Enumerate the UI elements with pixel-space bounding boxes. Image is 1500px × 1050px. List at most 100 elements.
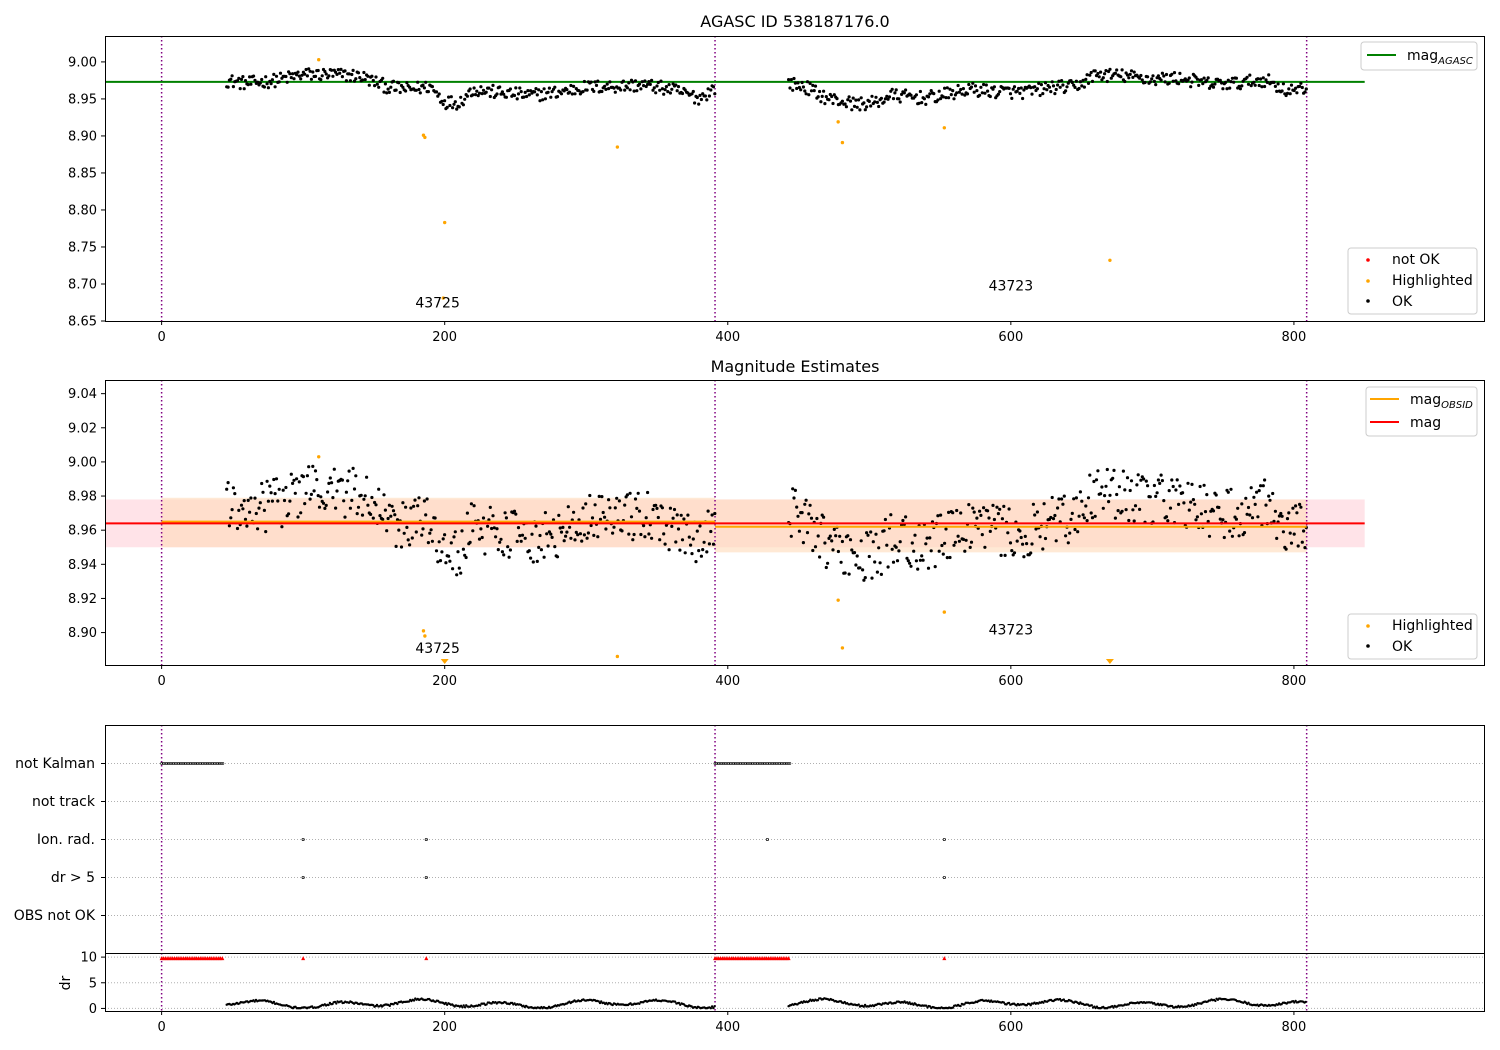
dr-point bbox=[1062, 998, 1066, 1001]
middle-panel-title: Magnitude Estimates bbox=[711, 357, 880, 376]
ok-point bbox=[1234, 76, 1238, 80]
ok-point bbox=[1218, 517, 1222, 521]
ok-point bbox=[1182, 501, 1186, 505]
ok-point bbox=[514, 512, 518, 516]
ok-point bbox=[983, 91, 987, 95]
flag-point bbox=[751, 762, 754, 765]
ok-point bbox=[1066, 541, 1070, 545]
ok-point bbox=[502, 92, 506, 96]
ok-point bbox=[655, 84, 659, 88]
ok-point bbox=[1074, 79, 1078, 83]
ok-point bbox=[1058, 85, 1062, 89]
x-tick-label: 800 bbox=[1282, 674, 1307, 689]
ok-point bbox=[1021, 96, 1025, 101]
flag-point bbox=[204, 762, 208, 765]
legend-dot-ok bbox=[1366, 644, 1370, 648]
ok-point bbox=[951, 511, 955, 515]
ok-point bbox=[1089, 511, 1093, 515]
ok-point bbox=[237, 508, 241, 512]
ok-point bbox=[488, 94, 492, 99]
ok-point bbox=[869, 530, 873, 534]
ok-point bbox=[600, 89, 604, 94]
ok-point bbox=[1138, 507, 1142, 511]
ok-point bbox=[231, 486, 235, 490]
ok-point bbox=[1172, 71, 1177, 75]
ok-point bbox=[1015, 539, 1019, 543]
ok-point bbox=[1065, 85, 1069, 89]
ok-point bbox=[824, 95, 828, 99]
ok-point bbox=[713, 511, 717, 516]
ok-point bbox=[953, 540, 958, 544]
dr-point bbox=[1293, 1001, 1296, 1004]
legend-label-highlighted: Highlighted bbox=[1392, 618, 1473, 634]
ok-point bbox=[909, 564, 913, 568]
dr-clipped-marker bbox=[301, 956, 306, 961]
flags-plot-area bbox=[105, 725, 1485, 1011]
ok-point bbox=[894, 88, 898, 92]
ok-point bbox=[813, 84, 818, 88]
ok-point bbox=[586, 531, 591, 535]
ok-point bbox=[262, 508, 266, 512]
ok-point bbox=[666, 90, 670, 94]
highlighted-point bbox=[942, 610, 947, 614]
ok-point bbox=[1154, 494, 1158, 498]
ok-point bbox=[648, 82, 652, 86]
ok-point bbox=[852, 551, 857, 555]
ok-point bbox=[1285, 517, 1290, 521]
ok-point bbox=[1263, 84, 1267, 89]
ok-point bbox=[701, 548, 705, 552]
ok-point bbox=[1117, 485, 1121, 489]
ok-point bbox=[1281, 82, 1285, 86]
ok-point bbox=[1038, 535, 1042, 539]
flag-point bbox=[185, 762, 189, 765]
ok-point bbox=[359, 493, 363, 497]
ok-point bbox=[317, 505, 322, 509]
dr-point bbox=[253, 1000, 256, 1003]
dr-point bbox=[673, 1000, 677, 1003]
ok-point bbox=[702, 540, 706, 544]
flag-point bbox=[742, 762, 746, 765]
ok-point bbox=[546, 544, 550, 548]
ok-point bbox=[293, 491, 297, 495]
ok-point bbox=[516, 92, 521, 96]
ok-point bbox=[1158, 481, 1162, 485]
ok-point bbox=[1096, 469, 1100, 473]
ok-point bbox=[848, 538, 853, 542]
ok-point bbox=[939, 97, 943, 101]
ok-point bbox=[898, 100, 902, 104]
ok-point bbox=[581, 90, 585, 94]
ok-point bbox=[354, 474, 358, 478]
ok-point bbox=[805, 531, 810, 535]
flag-point bbox=[765, 837, 769, 842]
dr-tick-label: 5 bbox=[89, 976, 97, 991]
ok-point bbox=[937, 549, 941, 553]
ok-point bbox=[662, 92, 666, 96]
flag-point bbox=[214, 762, 218, 765]
flag-point bbox=[182, 762, 186, 765]
ok-point bbox=[971, 81, 975, 85]
highlighted-point bbox=[423, 634, 427, 638]
ok-point bbox=[623, 88, 627, 92]
ok-point bbox=[1000, 517, 1005, 521]
ok-point bbox=[1197, 83, 1201, 87]
ok-point bbox=[967, 82, 971, 87]
dr-point bbox=[396, 1002, 399, 1006]
ok-point bbox=[1086, 81, 1091, 85]
ok-point bbox=[675, 89, 679, 93]
ok-point bbox=[1132, 519, 1136, 523]
ok-point bbox=[792, 76, 796, 81]
flag-point bbox=[745, 762, 749, 765]
ok-point bbox=[547, 86, 552, 90]
ok-point bbox=[1263, 478, 1267, 482]
ok-point bbox=[823, 102, 827, 106]
ok-point bbox=[594, 83, 599, 87]
ok-point bbox=[1105, 79, 1109, 84]
ok-point bbox=[342, 499, 346, 503]
ok-point bbox=[1034, 527, 1038, 531]
ok-point bbox=[816, 534, 820, 538]
ok-point bbox=[363, 494, 367, 498]
ok-point bbox=[1128, 488, 1132, 493]
ok-point bbox=[1237, 84, 1241, 88]
ok-point bbox=[434, 549, 439, 553]
ok-point bbox=[230, 74, 234, 78]
